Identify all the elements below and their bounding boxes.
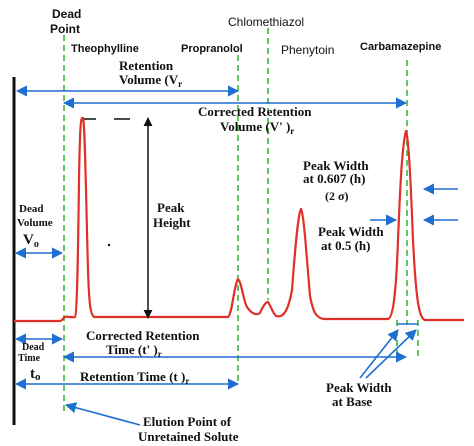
peak-width-0607-label-1: Peak Width bbox=[303, 158, 369, 173]
retention-time-sub: r bbox=[185, 376, 189, 386]
dead-volume-v: V bbox=[23, 232, 34, 248]
dead-volume-label-1: Dead bbox=[19, 203, 43, 215]
peak-height-label-2: Height bbox=[153, 215, 191, 230]
measurement-arrows bbox=[14, 85, 458, 426]
theophylline-label: Theophylline bbox=[71, 43, 139, 55]
dead-time-label-2: Time bbox=[18, 353, 41, 364]
carbamazepine-label: Carbamazepine bbox=[360, 41, 441, 53]
retention-volume-text: Volume (V bbox=[119, 72, 179, 87]
dead-time-sub: o bbox=[35, 371, 41, 383]
corrected-retention-volume-label-1: Corrected Retention bbox=[198, 104, 312, 119]
retention-time-text: Retention Time (t ) bbox=[80, 369, 185, 384]
corrected-retention-volume-text: Volume (V' ) bbox=[220, 119, 290, 134]
corrected-retention-volume-sub: r bbox=[290, 126, 294, 136]
chromatogram-trace bbox=[14, 116, 464, 323]
dead-time-label-1: Dead bbox=[22, 342, 45, 353]
chlomethiazol-label: Chlomethiazol bbox=[228, 15, 304, 29]
peak-width-base-label-1: Peak Width bbox=[326, 380, 392, 395]
peak-width-0607-label-2: at 0.607 (h) bbox=[303, 171, 365, 186]
two-sigma-label: (2 σ) bbox=[325, 189, 349, 203]
peak-height-label-1: Peak bbox=[157, 200, 185, 215]
dead-point-label-1: Dead bbox=[52, 7, 81, 21]
retention-time-label: Retention Time (t )r bbox=[80, 369, 189, 386]
peak-width-base-label-2: at Base bbox=[332, 394, 372, 409]
peak-width-05-label-2: at 0.5 (h) bbox=[321, 238, 370, 253]
dead-volume-sub: o bbox=[34, 239, 39, 250]
corrected-retention-time-sub: r bbox=[158, 349, 162, 359]
dead-time-symbol: to bbox=[30, 366, 41, 383]
retention-volume-label-2: Volume (Vr bbox=[119, 72, 182, 89]
peak-width-base-arrow-a bbox=[359, 329, 399, 379]
dead-point-label-2: Point bbox=[50, 22, 80, 36]
elution-point-label-1: Elution Point of bbox=[143, 414, 232, 429]
dot bbox=[107, 243, 111, 247]
corrected-retention-volume-label-2: Volume (V' )r bbox=[220, 119, 294, 136]
elution-point-arrow bbox=[64, 402, 141, 426]
phenytoin-label: Phenytoin bbox=[281, 43, 334, 57]
retention-volume-sub: r bbox=[178, 79, 182, 89]
corrected-retention-time-text: Time (t' ) bbox=[106, 342, 158, 357]
peak-width-base-arrow-b bbox=[365, 329, 417, 379]
corrected-retention-time-label-1: Corrected Retention bbox=[86, 328, 200, 343]
dead-volume-label-2: Volume bbox=[17, 217, 53, 229]
peak-width-05-label-1: Peak Width bbox=[318, 224, 384, 239]
dead-time-t: t bbox=[30, 366, 35, 382]
dead-volume-symbol: Vo bbox=[23, 232, 39, 250]
elution-point-label-2: Unretained Solute bbox=[138, 429, 239, 444]
corrected-retention-time-label-2: Time (t' )r bbox=[106, 342, 162, 359]
retention-volume-label-1: Retention bbox=[119, 58, 174, 73]
propranolol-label: Propranolol bbox=[181, 43, 243, 55]
